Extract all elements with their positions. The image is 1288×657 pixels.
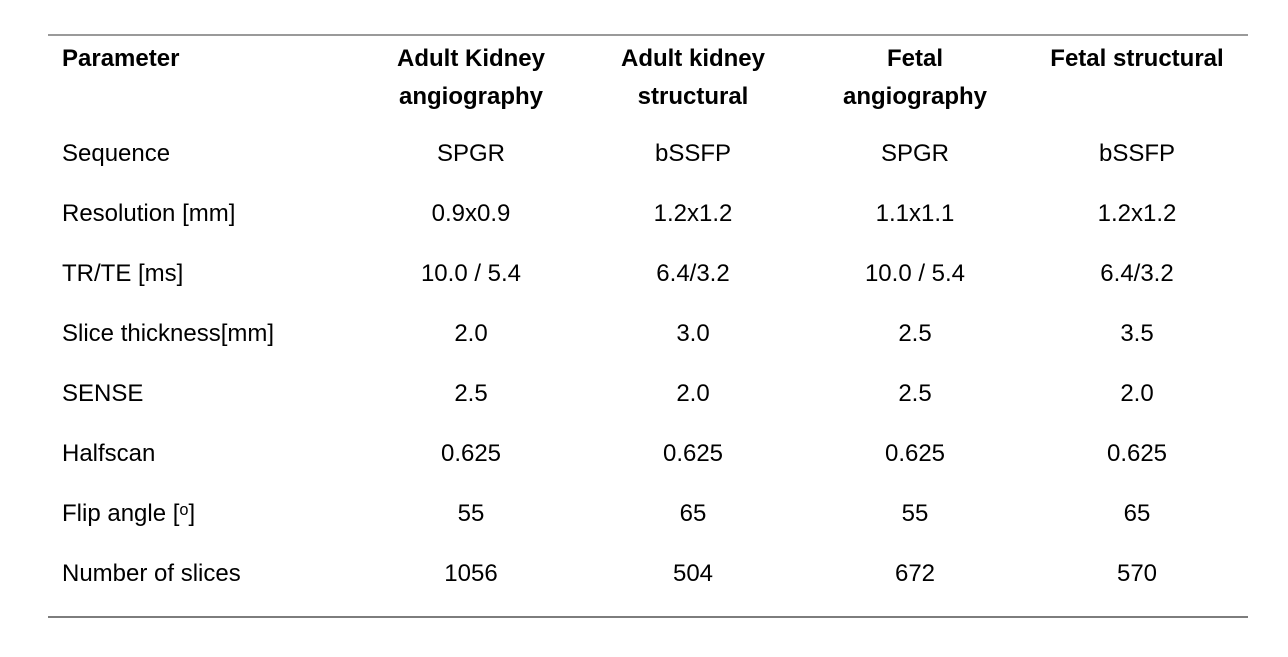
table-row-sequence: Sequence SPGR bSSFP SPGR bSSFP — [48, 124, 1248, 184]
parameter-cell: Halfscan — [62, 440, 156, 467]
value-cell: 3.0 — [676, 320, 710, 347]
value-cell: 10.0 / 5.4 — [420, 260, 522, 287]
value-cell: 504 — [672, 560, 714, 587]
parameter-cell: Flip angle [ᵒ] — [62, 500, 196, 527]
value-cell: 55 — [901, 500, 929, 527]
value-cell: 0.625 — [662, 440, 724, 467]
value-cell: 6.4/3.2 — [656, 260, 730, 287]
value-cell: 65 — [1123, 500, 1151, 527]
value-cell: SPGR — [436, 140, 505, 167]
value-cell: 65 — [679, 500, 707, 527]
value-cell: bSSFP — [654, 140, 732, 167]
column-header-parameter: Parameter — [62, 45, 180, 72]
column-header-adult-kidney-angiography: Adult Kidney angiography — [397, 45, 545, 110]
value-cell: 0.625 — [1106, 440, 1168, 467]
value-cell: 2.0 — [676, 380, 710, 407]
value-cell: 672 — [894, 560, 936, 587]
parameter-cell: Number of slices — [62, 560, 241, 587]
value-cell: 3.5 — [1120, 320, 1154, 347]
value-cell: 2.0 — [454, 320, 488, 347]
value-cell: 570 — [1116, 560, 1158, 587]
table-row-halfscan: Halfscan 0.625 0.625 0.625 0.625 — [48, 424, 1248, 484]
value-cell: 2.5 — [454, 380, 488, 407]
table-row-sense: SENSE 2.5 2.0 2.5 2.0 — [48, 364, 1248, 424]
value-cell: 2.0 — [1120, 380, 1154, 407]
value-cell: 1.2x1.2 — [653, 200, 733, 227]
parameter-cell: SENSE — [62, 380, 144, 407]
value-cell: 1.2x1.2 — [1097, 200, 1177, 227]
value-cell: 1056 — [444, 560, 498, 587]
table-row-number-of-slices: Number of slices 1056 504 672 570 — [48, 544, 1248, 604]
column-header-adult-kidney-structural: Adult kidney structural — [620, 45, 765, 110]
parameter-cell: Resolution [mm] — [62, 200, 236, 227]
value-cell: SPGR — [880, 140, 949, 167]
table-row-slice-thickness: Slice thickness[mm] 2.0 3.0 2.5 3.5 — [48, 304, 1248, 364]
table-row-flip-angle: Flip angle [ᵒ] 55 65 55 65 — [48, 484, 1248, 544]
value-cell: 2.5 — [898, 380, 932, 407]
value-cell: 2.5 — [898, 320, 932, 347]
parameter-cell: TR/TE [ms] — [62, 260, 184, 287]
column-header-fetal-structural: Fetal structural — [1050, 45, 1224, 72]
table-header: Parameter Adult Kidney angiography Adult… — [48, 36, 1248, 124]
parameters-table: Parameter Adult Kidney angiography Adult… — [48, 36, 1248, 604]
value-cell: bSSFP — [1098, 140, 1176, 167]
value-cell: 6.4/3.2 — [1100, 260, 1174, 287]
table-row-resolution: Resolution [mm] 0.9x0.9 1.2x1.2 1.1x1.1 … — [48, 184, 1248, 244]
parameter-cell: Sequence — [62, 140, 171, 167]
table-row-tr-te: TR/TE [ms] 10.0 / 5.4 6.4/3.2 10.0 / 5.4… — [48, 244, 1248, 304]
value-cell: 1.1x1.1 — [875, 200, 955, 227]
value-cell: 10.0 / 5.4 — [864, 260, 966, 287]
parameters-table-container: Parameter Adult Kidney angiography Adult… — [48, 34, 1248, 618]
table-body: Sequence SPGR bSSFP SPGR bSSFP Resolutio… — [48, 124, 1248, 604]
value-cell: 0.625 — [440, 440, 502, 467]
parameter-cell: Slice thickness[mm] — [62, 320, 275, 347]
value-cell: 0.625 — [884, 440, 946, 467]
column-header-fetal-angiography: Fetal angiography — [842, 45, 987, 110]
value-cell: 55 — [457, 500, 485, 527]
value-cell: 0.9x0.9 — [431, 200, 511, 227]
header-row: Parameter Adult Kidney angiography Adult… — [48, 36, 1248, 124]
